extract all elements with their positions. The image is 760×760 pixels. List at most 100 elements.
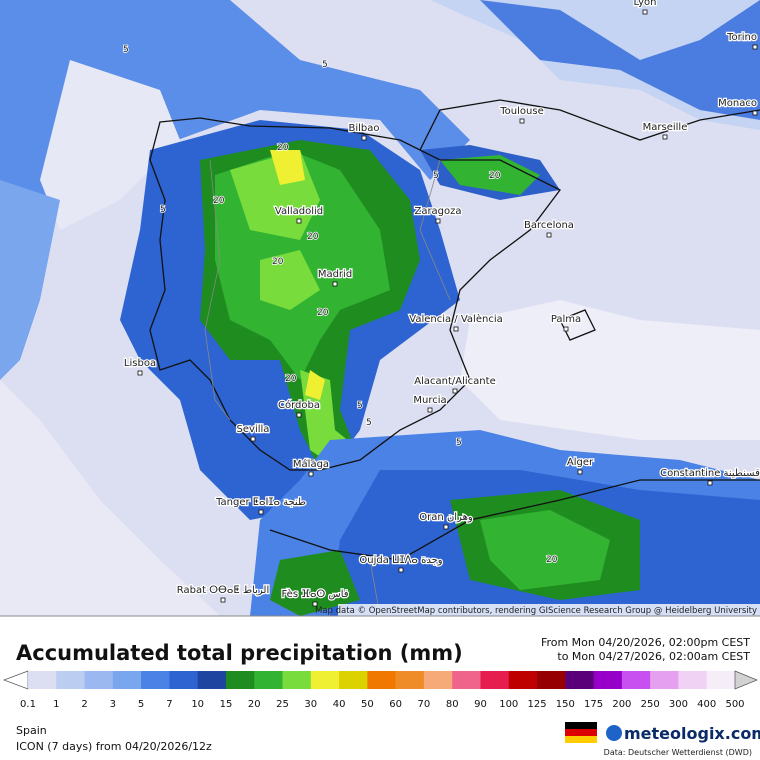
city-marker [296,218,302,224]
city-label: Oran وهران [419,512,473,523]
city-marker [563,326,569,332]
city-label: Constantine قسنطينة [660,468,760,479]
date-to: to Mon 04/27/2026, 02:00am CEST [557,650,750,663]
city-marker [137,370,143,376]
contour-label: 20 [489,171,501,181]
city-label: Alacant/Alicante [414,376,495,387]
region: Spain [16,724,47,737]
city-marker [577,469,583,475]
city-marker [361,135,367,141]
contour-label: 5 [456,438,462,448]
legend-tick-label: 40 [333,699,346,710]
legend-swatch [452,671,481,689]
contour-label: 5 [322,60,328,70]
legend-swatch [706,671,736,689]
city-marker [332,281,338,287]
flag [565,722,597,743]
legend-swatch [225,671,255,689]
city-marker [250,436,256,442]
city-label: Torino [726,32,757,43]
legend-arrow-low [3,670,29,690]
city-label: Lisboa [124,358,156,369]
contour-label: 20 [546,555,558,565]
legend-tick-label: 20 [248,699,261,710]
city-label: Toulouse [499,106,543,117]
legend-tick-label: 100 [499,699,518,710]
legend-swatch [84,671,114,689]
legend-swatch [395,671,425,689]
contour-label: 20 [213,196,225,206]
legend-tick-label: 80 [446,699,459,710]
city-marker [398,567,404,573]
legend-swatch [56,671,85,689]
contour-label: 5 [123,45,129,55]
legend-tick-label: 250 [641,699,660,710]
city-label: Málaga [293,458,329,470]
city-label: Marseille [643,122,688,133]
contour-label: 20 [317,308,329,318]
legend-swatch [169,671,199,689]
city-label: Alger [567,457,594,468]
city-label: Valencia / València [409,313,502,325]
model-run: ICON (7 days) from 04/20/2026/12z [16,740,212,753]
data-source: Data: Deutscher Wetterdienst (DWD) [604,748,752,757]
city-label: Fès ⴼⴰⵙ فاس [281,588,348,600]
legend-swatch [537,671,566,689]
legend-tick-label: 0.1 [20,699,36,710]
legend-tick-label: 7 [166,699,172,710]
legend-tick-label: 150 [556,699,575,710]
legend-swatch [141,671,170,689]
legend-swatch [282,671,312,689]
title: Accumulated total precipitation (mm) [16,641,463,665]
city-label: Palma [551,314,581,325]
legend-tick-label: 10 [191,699,204,710]
city-marker [443,524,449,530]
legend-arrow-high [734,670,758,690]
city-marker [453,326,459,332]
legend-swatch [565,671,594,689]
legend-tick-label: 15 [220,699,233,710]
city-marker [312,601,318,607]
legend-swatch [339,671,368,689]
legend-tick-label: 500 [725,699,744,710]
city-marker [707,480,713,486]
legend-tick-label: 30 [304,699,317,710]
legend-swatch [508,671,538,689]
legend-tick-label: 125 [527,699,546,710]
legend-swatch [310,671,340,689]
legend-tick-label: 50 [361,699,374,710]
legend-swatch [112,671,142,689]
legend-tick-label: 25 [276,699,289,710]
legend-swatch [678,671,708,689]
legend-swatch [254,671,283,689]
city-marker [642,9,648,15]
legend-swatch [367,671,397,689]
legend-tick-label: 1 [53,699,59,710]
contour-label: 20 [272,257,284,267]
city-label: Bilbao [348,123,379,134]
city-label: Valladolid [275,206,323,217]
city-label: Córdoba [278,399,320,411]
contour-label: 5 [160,205,166,215]
city-marker [519,118,525,124]
city-marker [752,110,758,116]
city-label: Oujda ⵡⵊⴷⴰ وجدة [359,555,442,566]
brand[interactable]: meteologix.com [624,724,760,743]
city-marker [220,597,226,603]
city-marker [427,407,433,413]
contour-label: 5 [366,418,372,428]
contour-label: 48 [303,459,316,469]
city-marker [308,471,314,477]
legend-swatch [423,671,453,689]
city-marker [662,134,668,140]
city-label: Madrid [318,269,352,280]
legend-tick-label: 90 [474,699,487,710]
attribution: Map data © OpenStreetMap contributors, r… [315,606,757,616]
legend-tick-label: 60 [389,699,402,710]
contour-label: 5 [357,401,363,411]
city-marker [546,232,552,238]
legend-tick-label: 3 [110,699,116,710]
city-marker [452,388,458,394]
